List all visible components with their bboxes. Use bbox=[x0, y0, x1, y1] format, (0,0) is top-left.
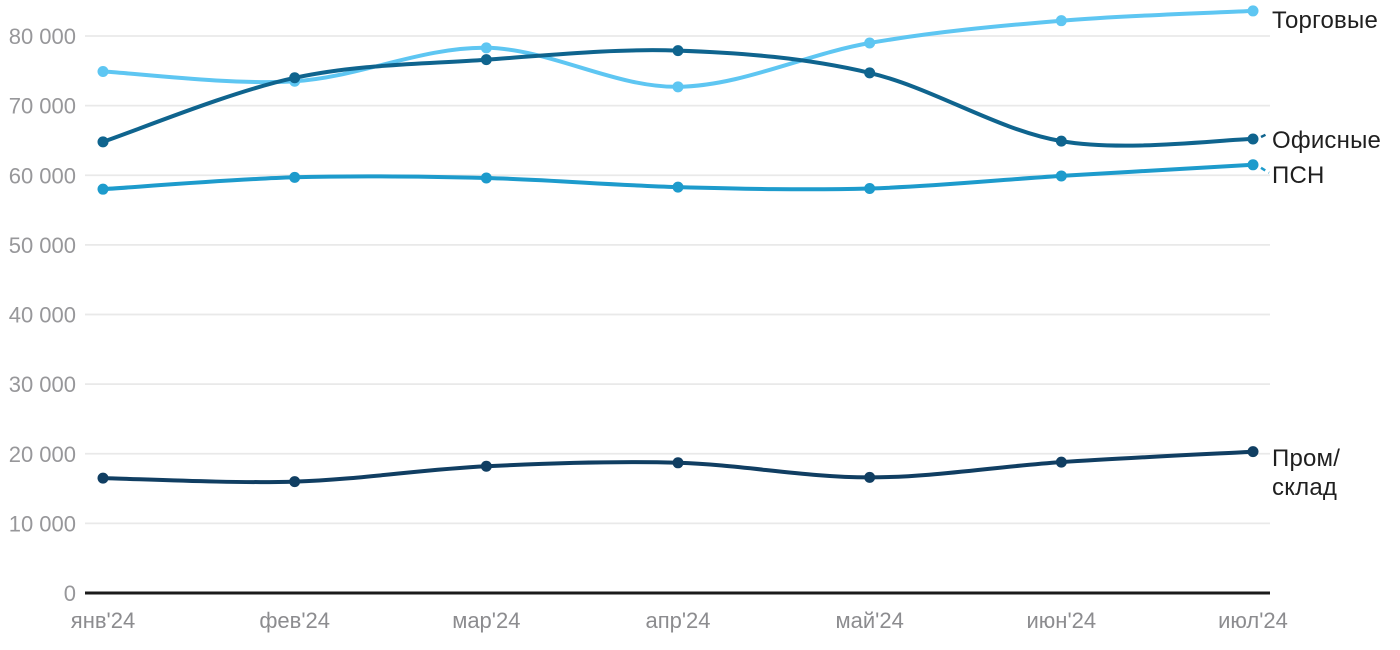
x-tick-label: мар'24 bbox=[452, 608, 520, 633]
data-point bbox=[97, 136, 109, 148]
data-point bbox=[864, 67, 876, 79]
data-point bbox=[1247, 133, 1259, 145]
data-point bbox=[864, 37, 876, 49]
data-point bbox=[1055, 135, 1067, 147]
data-point bbox=[672, 181, 684, 193]
data-point bbox=[1247, 159, 1259, 171]
data-point bbox=[289, 72, 301, 84]
y-tick-label: 70 000 bbox=[9, 94, 76, 119]
series-Офисные bbox=[97, 45, 1270, 148]
y-tick-label: 30 000 bbox=[9, 372, 76, 397]
data-point bbox=[672, 81, 684, 93]
series-Пром/склад bbox=[97, 446, 1259, 488]
x-tick-label: фев'24 bbox=[259, 608, 330, 633]
y-tick-label: 10 000 bbox=[9, 511, 76, 536]
x-tick-label: июл'24 bbox=[1218, 608, 1288, 633]
label-leader-line bbox=[1260, 166, 1270, 174]
x-tick-label: апр'24 bbox=[645, 608, 710, 633]
data-point bbox=[672, 45, 684, 57]
y-tick-label: 20 000 bbox=[9, 442, 76, 467]
data-point bbox=[480, 42, 492, 54]
data-point bbox=[1055, 15, 1067, 27]
data-point bbox=[97, 472, 109, 484]
data-point bbox=[1055, 170, 1067, 182]
x-tick-label: май'24 bbox=[836, 608, 904, 633]
data-point bbox=[864, 471, 876, 483]
y-tick-label: 50 000 bbox=[9, 233, 76, 258]
series-line bbox=[101, 48, 1255, 148]
data-point bbox=[480, 460, 492, 472]
y-tick-label: 0 bbox=[64, 581, 76, 606]
series-label-ofisnye: Офисные bbox=[1272, 127, 1382, 154]
data-point bbox=[1247, 5, 1259, 17]
series-label-psn: ПСН bbox=[1272, 162, 1325, 189]
data-point bbox=[672, 457, 684, 469]
y-tick-label: 40 000 bbox=[9, 303, 76, 328]
series-label-torgovye: Торговые bbox=[1272, 7, 1379, 34]
data-point bbox=[289, 171, 301, 183]
x-tick-label: янв'24 bbox=[71, 608, 135, 633]
data-point bbox=[864, 182, 876, 194]
label-leader-line bbox=[1260, 131, 1270, 139]
y-tick-label: 80 000 bbox=[9, 24, 76, 49]
series-label-prom-sklad: Пром/ склад bbox=[1272, 445, 1341, 501]
y-tick-label: 60 000 bbox=[9, 163, 76, 188]
data-point bbox=[1247, 446, 1259, 458]
data-point bbox=[480, 172, 492, 184]
data-point bbox=[480, 54, 492, 66]
x-tick-label: июн'24 bbox=[1027, 608, 1097, 633]
data-point bbox=[289, 476, 301, 488]
data-point bbox=[97, 183, 109, 195]
series-ПСН bbox=[97, 159, 1270, 195]
data-point bbox=[97, 66, 109, 78]
data-point bbox=[1055, 456, 1067, 468]
